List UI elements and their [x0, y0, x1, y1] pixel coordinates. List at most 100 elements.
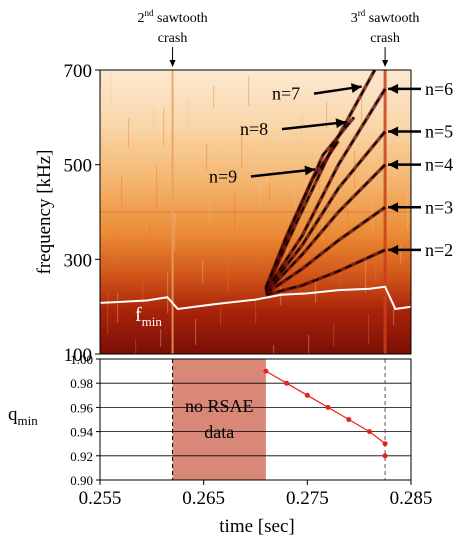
mode-label-n8: n=8 — [240, 119, 268, 139]
mode-9-dashed — [265, 140, 340, 288]
mode-arrow-n7-head — [351, 83, 362, 93]
texture-streak — [273, 345, 275, 354]
texture-streak — [206, 144, 208, 170]
texture-streak — [174, 213, 176, 251]
mode-label-n6: n=6 — [425, 79, 453, 99]
mode-6-chirp — [264, 87, 387, 292]
qmin-point — [304, 392, 310, 398]
texture-streak — [107, 292, 109, 334]
no-data-region — [172, 359, 266, 480]
texture-streak — [266, 123, 268, 149]
texture-streak — [156, 166, 158, 208]
mode-label-n7: n=7 — [272, 84, 300, 104]
texture-streak — [167, 271, 169, 313]
mode-arrow-n3-head — [388, 202, 399, 213]
spectrogram-frame — [99, 69, 412, 355]
texture-streak — [248, 76, 250, 106]
qmin-tick-label: 1.00 — [70, 352, 93, 367]
mode-8-dashed — [265, 116, 355, 289]
spectrogram-panel: 100 300 500 700 frequency [kHz] 2nd sawtoot… — [34, 8, 453, 366]
frequency-tick-label: 300 — [64, 250, 93, 271]
crash-label-line2: crash — [370, 31, 400, 46]
qmin-tick-label: 0.92 — [70, 449, 93, 464]
qmin-point — [325, 404, 331, 410]
texture-streak — [103, 129, 105, 167]
texture-streak — [121, 176, 123, 210]
mode-label-n2: n=2 — [425, 240, 453, 260]
texture-streak — [255, 298, 257, 324]
texture-streak — [114, 234, 116, 272]
mode-label-n9: n=9 — [209, 167, 237, 187]
texture-streak — [181, 155, 183, 189]
texture-streak — [315, 277, 317, 303]
crash-arrow-head — [382, 60, 389, 67]
no-data-label-line1: no RSAE — [185, 396, 254, 416]
texture-streak — [202, 261, 204, 283]
crash-label-line2: crash — [158, 31, 188, 46]
texture-streak — [188, 97, 190, 127]
frequency-tick-label: 700 — [64, 61, 93, 82]
texture-streak — [301, 113, 303, 147]
texture-streak — [386, 81, 388, 107]
texture-streak — [213, 86, 215, 108]
texture-streak — [220, 308, 222, 326]
texture-streak — [393, 303, 395, 325]
texture-streak — [135, 340, 137, 354]
qmin-tick-labels: 1.00 0.98 0.96 0.94 0.92 0.90 — [70, 352, 100, 488]
qmin-point — [382, 441, 388, 447]
texture-streak — [117, 293, 119, 323]
qmin-tick-label: 0.98 — [70, 376, 93, 391]
mode-2-dashed — [265, 249, 386, 296]
texture-streak — [368, 314, 370, 344]
qmin-point — [284, 380, 290, 386]
texture-streak — [216, 145, 218, 187]
fmin-line — [100, 285, 411, 311]
frequency-tick-label: 500 — [64, 156, 93, 177]
texture-streak — [262, 240, 264, 262]
texture-streak — [110, 71, 112, 105]
mode-5-dashed — [265, 131, 386, 292]
texture-streak — [340, 266, 342, 284]
frequency-tick-labels: 100 300 500 700 — [64, 61, 100, 366]
texture-streak — [347, 208, 349, 250]
texture-streak — [375, 256, 377, 282]
mode-arrow-n8-shaft — [281, 120, 347, 131]
texture-streak — [234, 192, 236, 230]
texture-streak — [100, 70, 102, 88]
texture-streak — [160, 329, 162, 347]
qmin-tick-label: 0.96 — [70, 400, 93, 415]
mode-arrow-n4-head — [388, 159, 399, 170]
qmin-point — [382, 453, 388, 459]
mode-4-dashed — [265, 164, 386, 294]
crash-arrow-head — [169, 60, 176, 67]
time-tick-label: 0.255 — [79, 488, 122, 509]
time-tick-label: 0.265 — [182, 488, 225, 509]
qmin-point — [263, 368, 269, 374]
texture-streak — [372, 197, 374, 231]
spectrogram-plot-area — [100, 70, 411, 354]
texture-streak — [280, 287, 282, 305]
mode-3-dashed — [265, 206, 386, 295]
qmin-tick-label: 0.94 — [70, 425, 93, 440]
crash-label-line1: 3rd sawtooth — [351, 8, 420, 26]
mode-arrow-n8-head — [335, 118, 347, 129]
time-axis-title: time [sec] — [219, 516, 294, 537]
mode-arrow-n9-shaft — [250, 168, 316, 178]
time-tick-label: 0.275 — [286, 488, 329, 509]
time-tick-label: 0.285 — [390, 488, 433, 509]
texture-streak — [400, 245, 402, 263]
texture-streak — [195, 319, 197, 345]
texture-streak — [294, 171, 296, 209]
texture-streak — [241, 134, 243, 168]
qmin-point — [346, 417, 352, 422]
texture-streak — [312, 218, 314, 252]
mode-labels: n=2 n=3 n=4 n=5 n=6 n=7n=8 n=9 — [209, 79, 453, 260]
qmin-panel: 1.00 0.98 0.96 0.94 0.92 0.90 0.255 0.265 0.275… — [8, 352, 432, 537]
mode-arrow-n6-head — [388, 83, 399, 94]
frequency-axis-title: frequency [kHz] — [34, 149, 55, 274]
texture-streak — [142, 282, 144, 304]
texture-streak — [259, 181, 261, 211]
mode-arrow-n5-head — [388, 126, 399, 137]
qmin-frame — [99, 358, 412, 481]
